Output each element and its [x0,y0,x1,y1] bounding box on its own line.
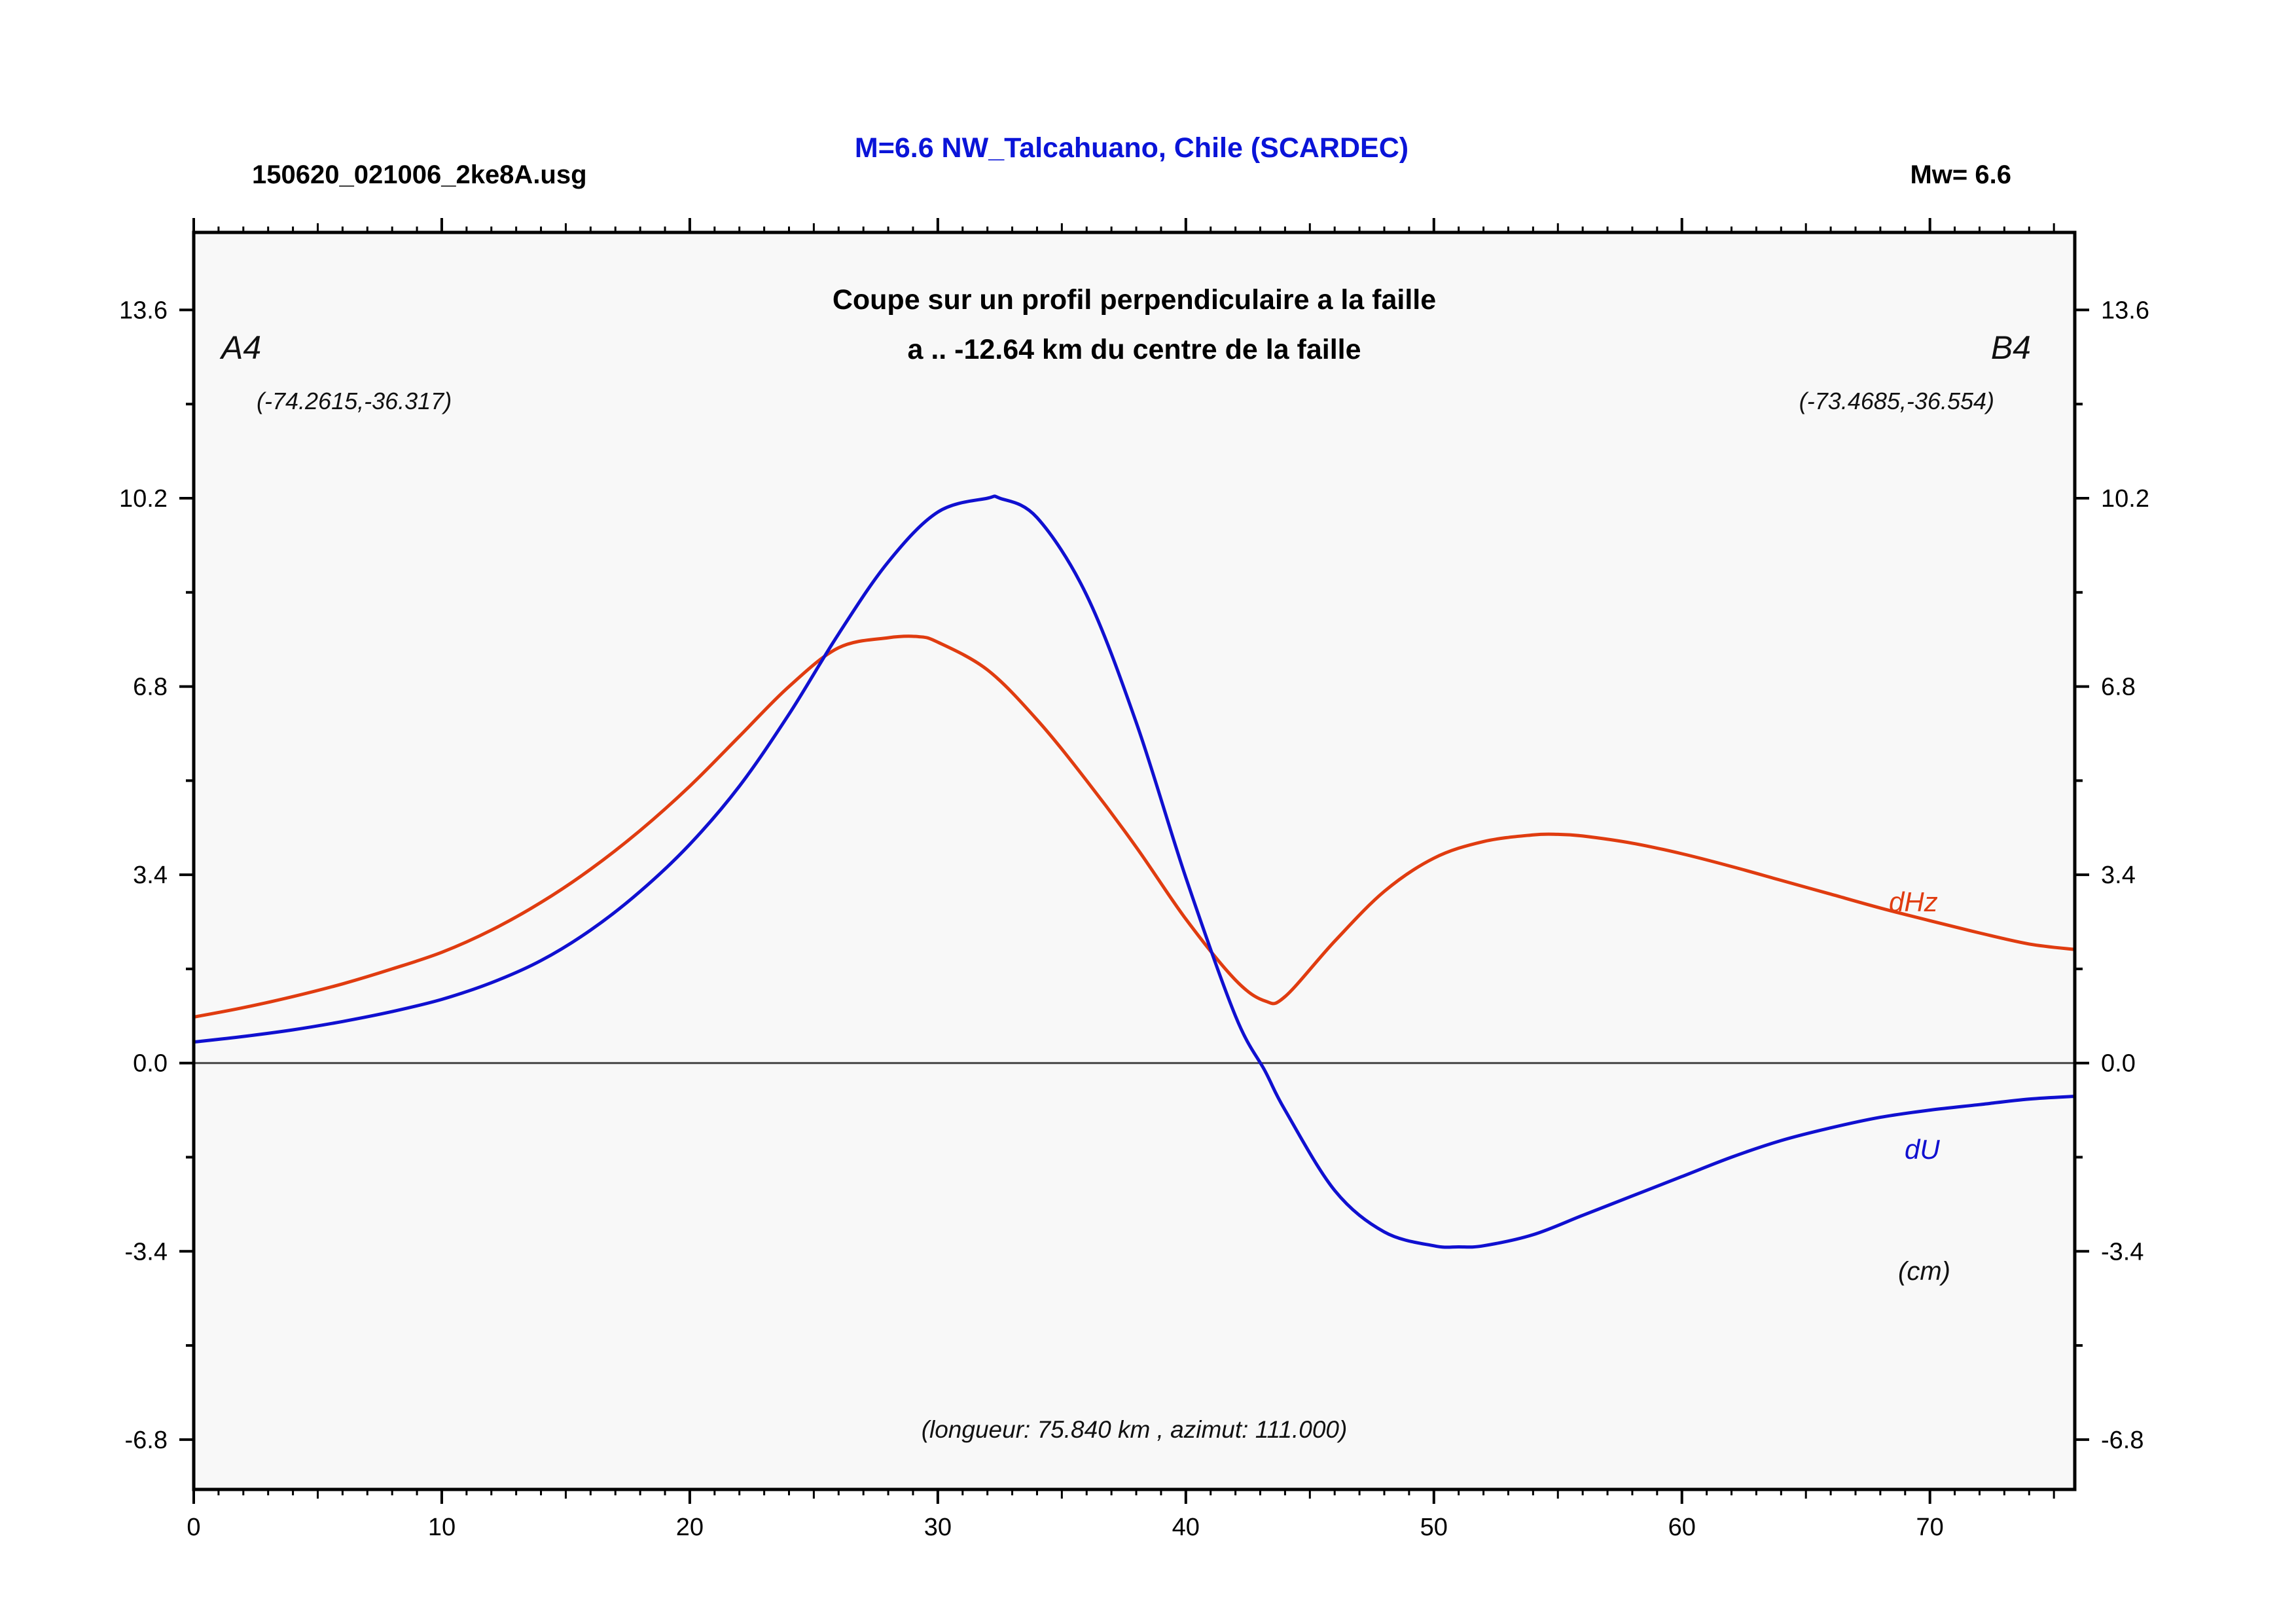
y-tick-label-right: -3.4 [2101,1238,2144,1266]
x-tick-label: 0 [187,1514,200,1541]
y-tick-label-right: 0.0 [2101,1050,2136,1078]
x-tick-label: 10 [428,1514,456,1541]
left-point-label: A4 [219,329,261,366]
header-title: M=6.6 NW_Talcahuano, Chile (SCARDEC) [855,132,1408,164]
x-tick-label: 50 [1420,1514,1448,1541]
y-tick-label-left: -3.4 [125,1238,168,1266]
y-tick-label-right: 10.2 [2101,485,2149,513]
series-layer [192,494,2077,1249]
y-tick-label-left: -6.8 [125,1427,168,1454]
x-tick-label: 30 [924,1514,952,1541]
series-label-dhz: dHz [1889,886,1938,917]
chart-title: Coupe sur un profil perpendiculaire a la… [833,284,1436,316]
series-line-dhz [192,634,2077,1019]
units-label: (cm) [1898,1257,1950,1286]
series-label-du: dU [1905,1134,1940,1165]
right-point-coords: (-73.4685,-36.554) [1799,388,1994,414]
left-point-coords: (-74.2615,-36.317) [257,388,452,414]
y-tick-label-left: 0.0 [133,1050,168,1078]
chart-subtitle: a .. -12.64 km du centre de la faille [907,334,1361,365]
y-tick-label-right: 13.6 [2101,297,2149,324]
plot-frame [192,230,2077,1491]
x-tick-label: 70 [1916,1514,1944,1541]
y-tick-label-right: 3.4 [2101,862,2136,889]
profile-note: (longueur: 75.840 km , azimut: 111.000) [922,1416,1348,1443]
y-tick-label-left: 10.2 [119,485,168,513]
y-tick-label-left: 3.4 [133,862,168,889]
series-line-du [192,494,2077,1249]
y-tick-label-right: 6.8 [2101,674,2136,701]
header-filename: 150620_021006_2ke8A.usg [252,160,587,189]
x-tick-label: 20 [676,1514,704,1541]
header-magnitude: Mw= 6.6 [1910,160,2011,189]
plot-area [194,232,2075,1489]
x-tick-label: 60 [1668,1514,1696,1541]
right-point-label: B4 [1991,329,2031,366]
y-tick-label-left: 6.8 [133,674,168,701]
x-tick-label: 40 [1172,1514,1200,1541]
y-tick-label-left: 13.6 [119,297,168,324]
y-tick-label-right: -6.8 [2101,1427,2144,1454]
